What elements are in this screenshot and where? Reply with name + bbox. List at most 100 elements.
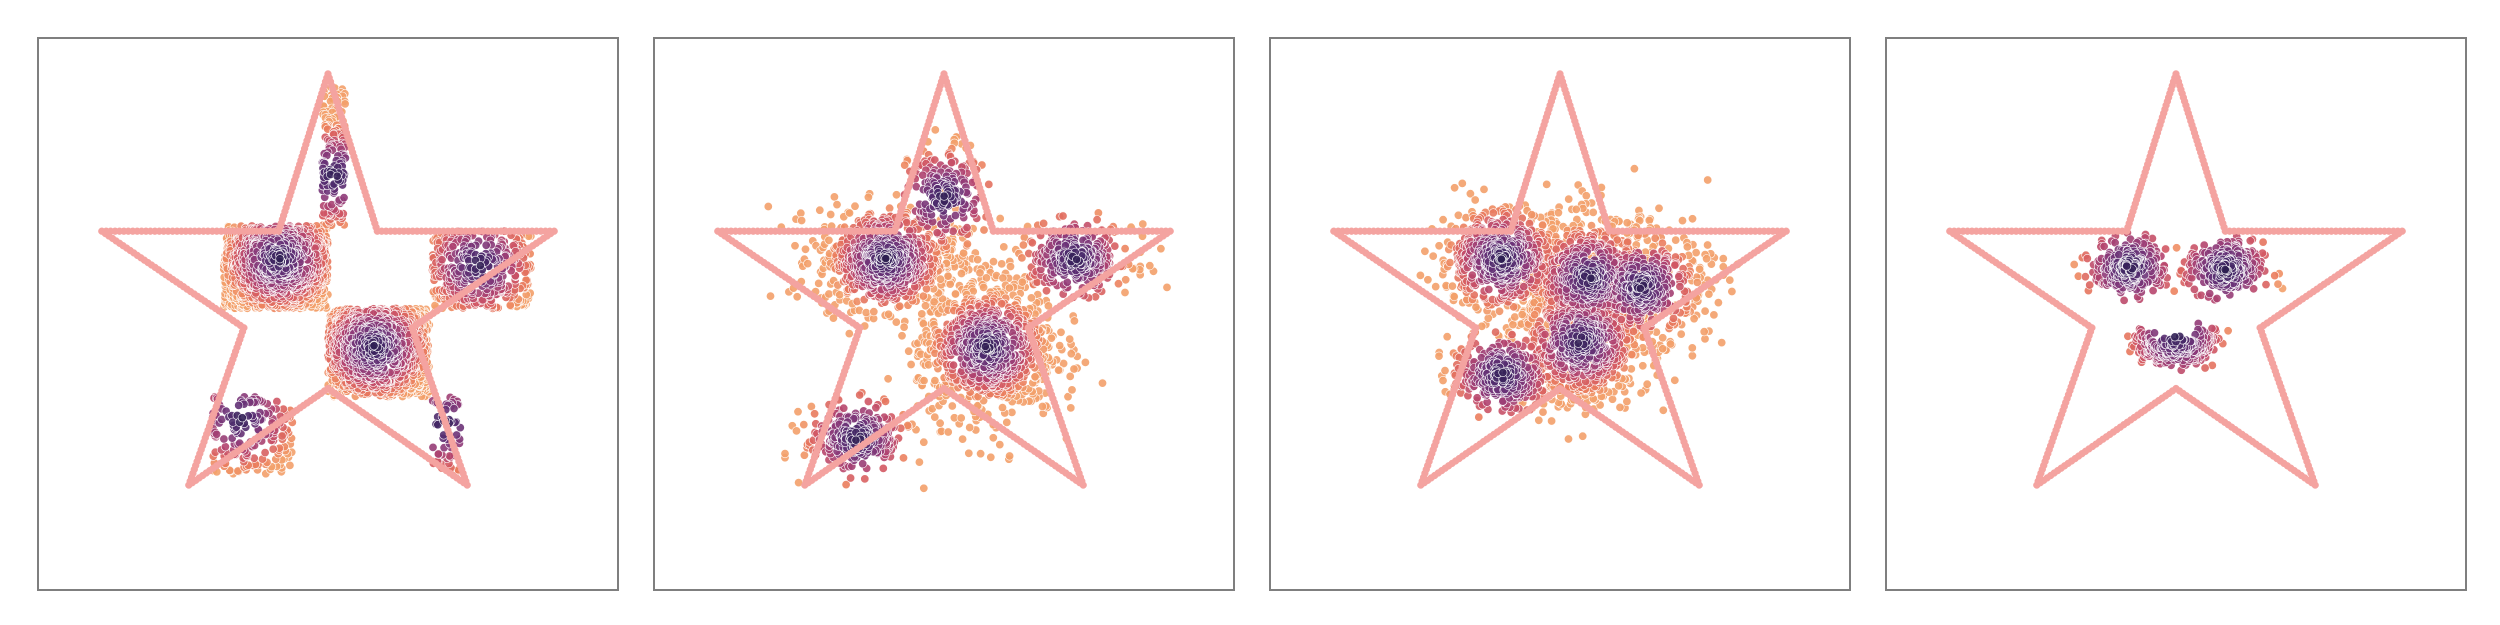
data-point <box>869 307 879 317</box>
data-point <box>792 292 802 302</box>
data-point <box>1114 279 1124 289</box>
data-point <box>904 346 914 356</box>
data-point <box>1120 244 1130 254</box>
data-point <box>850 201 860 211</box>
data-point <box>1038 401 1048 411</box>
data-point <box>863 192 873 202</box>
data-point <box>932 228 942 238</box>
data-point <box>1018 240 1028 250</box>
data-point <box>950 289 960 299</box>
data-point <box>1027 238 1037 248</box>
data-point <box>1066 403 1076 413</box>
data-point <box>1042 286 1052 296</box>
data-point <box>260 448 270 458</box>
data-point <box>988 257 998 267</box>
data-point <box>885 203 895 213</box>
data-point <box>965 422 975 432</box>
data-point <box>897 331 907 341</box>
data-point <box>995 214 1005 224</box>
data-point <box>1030 372 1040 382</box>
data-point <box>1026 293 1036 303</box>
data-point <box>995 440 1005 450</box>
data-point <box>369 341 379 351</box>
data-point <box>428 442 438 452</box>
data-point <box>988 433 998 443</box>
data-point <box>481 240 491 250</box>
data-point <box>906 359 916 369</box>
data-point <box>793 407 803 417</box>
data-point <box>948 226 958 236</box>
data-point <box>475 261 485 271</box>
data-point <box>275 254 285 264</box>
data-point <box>846 473 856 483</box>
data-point <box>943 427 953 437</box>
data-point <box>999 242 1009 252</box>
data-point <box>923 360 933 370</box>
star-outline-point <box>323 74 331 82</box>
data-point <box>1058 211 1068 221</box>
data-point <box>962 223 972 233</box>
data-point <box>826 210 836 220</box>
data-point <box>902 218 912 228</box>
data-point <box>829 192 839 202</box>
data-point <box>964 448 974 458</box>
data-point <box>918 170 928 180</box>
data-point <box>814 278 824 288</box>
data-point <box>935 274 945 284</box>
data-point <box>1069 316 1079 326</box>
data-point <box>973 255 983 265</box>
data-point <box>1145 261 1155 271</box>
scatter-panel-2 <box>653 37 1235 591</box>
data-point <box>880 396 890 406</box>
data-point <box>1002 417 1012 427</box>
data-point <box>272 396 282 406</box>
data-point <box>1005 451 1015 461</box>
data-point <box>220 442 230 452</box>
data-point <box>883 374 893 384</box>
data-point <box>797 216 807 226</box>
data-point <box>800 244 810 254</box>
data-point <box>332 171 342 181</box>
data-point <box>1065 334 1075 344</box>
data-point <box>950 211 960 221</box>
data-point <box>1156 244 1166 254</box>
data-point <box>1065 371 1075 381</box>
data-point <box>878 463 888 473</box>
data-point <box>984 179 994 189</box>
data-point <box>1120 287 1130 297</box>
data-point <box>790 241 800 251</box>
data-point <box>339 193 349 203</box>
data-point <box>891 190 901 200</box>
data-point <box>1138 219 1148 229</box>
data-point <box>810 409 820 419</box>
data-point <box>1069 364 1079 374</box>
data-point <box>1162 282 1172 292</box>
data-point <box>449 403 459 413</box>
data-point <box>920 301 930 311</box>
data-point <box>780 449 790 459</box>
data-point <box>803 259 813 269</box>
data-point <box>860 474 870 484</box>
data-point <box>824 289 834 299</box>
data-point <box>919 437 929 447</box>
data-point <box>948 360 958 370</box>
data-point <box>237 413 247 423</box>
data-point <box>930 125 940 135</box>
data-point <box>824 235 834 245</box>
data-point <box>997 259 1007 269</box>
data-point <box>863 396 873 406</box>
data-point <box>898 453 908 463</box>
data-point <box>930 376 940 386</box>
data-point <box>919 376 929 386</box>
data-point <box>962 239 972 249</box>
data-point <box>1080 357 1090 367</box>
data-point <box>986 452 996 462</box>
data-point <box>791 426 801 436</box>
data-point <box>219 434 229 444</box>
data-point <box>947 401 957 411</box>
data-point <box>899 322 909 332</box>
data-point <box>958 434 968 444</box>
data-point <box>1067 385 1077 395</box>
data-point <box>1039 218 1049 228</box>
data-point <box>1017 277 1027 287</box>
